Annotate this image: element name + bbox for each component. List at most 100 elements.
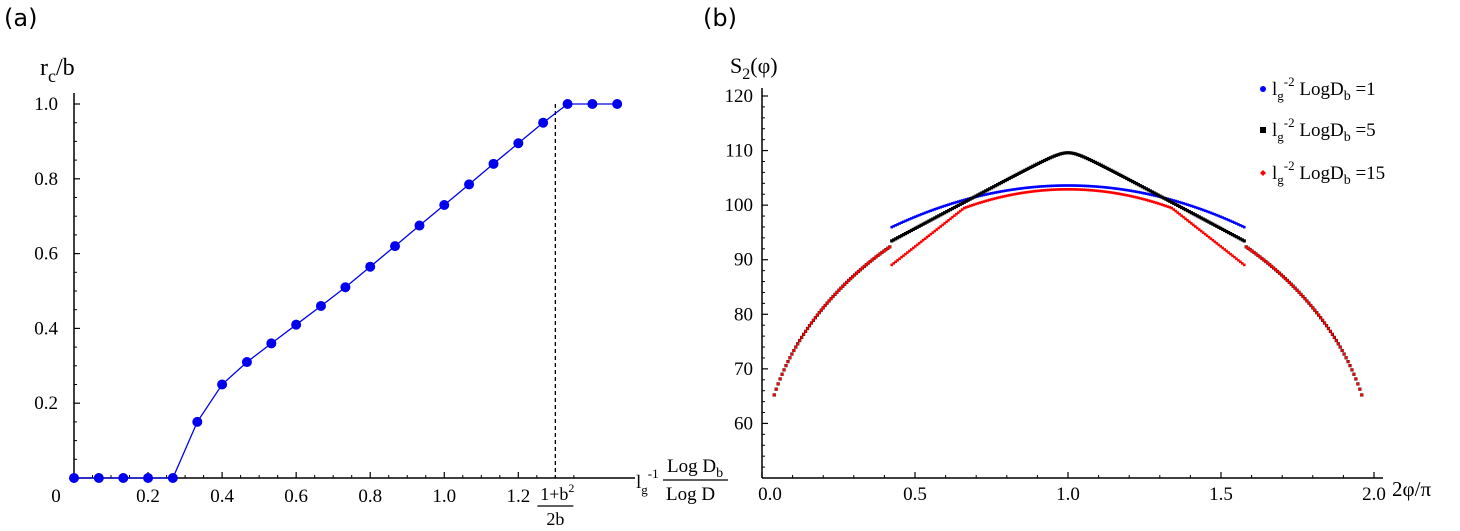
chart-b-y-tick-label: 100 — [725, 195, 754, 216]
chart-b-point — [952, 205, 957, 210]
chart-b-point — [990, 192, 993, 195]
chart-b-point — [923, 211, 927, 215]
chart-b-point — [778, 377, 782, 381]
chart-b-point — [1221, 227, 1225, 232]
chart-b-point — [1203, 209, 1207, 212]
chart-b-point — [1033, 185, 1037, 189]
chart-b-point — [925, 220, 929, 224]
chart-b-point — [1021, 186, 1025, 190]
chart-b-point — [1141, 191, 1144, 195]
chart-b-point — [1101, 185, 1105, 189]
chart-b-point — [866, 261, 870, 265]
chart-b-point — [1099, 185, 1103, 189]
chart-b-point — [949, 217, 952, 221]
chart-b-point — [1242, 239, 1246, 243]
chart-b-point — [1226, 230, 1231, 235]
chart-b-point — [1140, 185, 1145, 189]
chart-b-point — [1060, 151, 1064, 156]
chart-b-point — [1011, 188, 1015, 191]
chart-b-point — [1178, 212, 1181, 216]
chart-b-point — [821, 306, 825, 310]
chart-b-point — [1048, 156, 1052, 160]
chart-b-point — [833, 293, 837, 296]
chart-b-point — [1195, 226, 1199, 230]
chart-b-point — [897, 235, 902, 239]
chart-b-point — [1144, 187, 1148, 191]
chart-b-point — [945, 203, 948, 207]
chart-b-point — [1113, 191, 1117, 195]
chart-b-point — [1082, 155, 1086, 159]
chart-b-point — [898, 257, 901, 261]
legend-label: lg-2 LogDb =1 — [1272, 74, 1376, 104]
chart-b-point — [935, 215, 939, 219]
chart-b-point — [1152, 194, 1156, 197]
chart-b-point — [1019, 187, 1023, 190]
chart-a-y-tick-label: 0.8 — [34, 169, 58, 190]
chart-b-point — [1315, 311, 1319, 314]
chart-b-point — [935, 228, 939, 231]
chart-b-point — [1178, 204, 1182, 209]
chart-b-point — [1168, 198, 1172, 201]
chart-b-point — [1085, 157, 1090, 161]
chart-b-point — [1119, 192, 1123, 196]
chart-b-point — [1049, 184, 1052, 188]
chart-b-point — [1007, 176, 1011, 181]
chart-b-point — [1213, 213, 1217, 216]
chart-a-y-tick-label: 0.4 — [34, 318, 58, 339]
chart-b-point — [1094, 189, 1097, 192]
chart-b-point — [1025, 186, 1029, 190]
chart-b-point — [1356, 382, 1360, 386]
chart-b-point — [794, 345, 798, 349]
chart-b-point — [964, 198, 968, 201]
chart-a-point — [538, 117, 549, 128]
chart-b-point — [1123, 175, 1127, 180]
chart-b-point — [1109, 191, 1113, 194]
chart-b-point — [1107, 167, 1111, 171]
chart-b-point — [849, 277, 852, 280]
chart-b-point — [1019, 191, 1023, 195]
chart-b-point — [1172, 199, 1176, 202]
chart-b-point — [1017, 192, 1021, 195]
chart-b-point — [958, 202, 962, 206]
chart-b-point — [1011, 174, 1015, 179]
chart-b-point — [1125, 193, 1129, 197]
panel-a-label: (a) — [4, 4, 37, 32]
chart-b-point — [1223, 217, 1226, 220]
chart-b-point — [958, 199, 962, 203]
chart-b-point — [935, 207, 939, 210]
chart-b-point — [1179, 205, 1184, 210]
chart-b-point — [1358, 387, 1362, 391]
chart-b-point — [823, 304, 827, 307]
legend-label: lg-2 LogDb =5 — [1272, 115, 1376, 145]
chart-b-point — [796, 342, 800, 346]
chart-b-point — [1023, 186, 1027, 190]
chart-b-point — [1154, 192, 1158, 196]
chart-b-point — [1139, 197, 1142, 200]
chart-b-point — [829, 297, 833, 301]
chart-b-point — [817, 311, 821, 314]
chart-b-point — [1199, 216, 1203, 220]
chart-b-point — [999, 180, 1004, 185]
chart-a-x-tick-label: 1.2 — [506, 486, 530, 507]
chart-b-point — [992, 197, 995, 201]
chart-b-point — [1005, 189, 1009, 192]
chart-b-point — [1164, 204, 1168, 208]
chart-b-point — [1033, 189, 1037, 193]
chart-b-point — [949, 202, 952, 206]
chart-b-point — [1201, 217, 1205, 221]
chart-b-point — [1031, 164, 1035, 168]
chart-b-point — [1184, 202, 1187, 206]
chart-b-point — [923, 221, 927, 225]
chart-a-xlabel: lg-1 Log Db Log D — [636, 456, 728, 505]
chart-b-y-tick-label: 120 — [725, 86, 754, 107]
chart-b-point — [825, 301, 829, 305]
chart-b-point — [1133, 190, 1136, 193]
chart-b-point — [919, 240, 923, 244]
chart-b-point — [986, 192, 990, 196]
chart-b-point — [943, 222, 946, 225]
chart-b-point — [1186, 203, 1189, 206]
chart-b-point — [1121, 174, 1125, 179]
chart-b-point — [784, 364, 788, 367]
chart-b-point — [1105, 166, 1109, 170]
chart-b-point — [1064, 188, 1068, 191]
